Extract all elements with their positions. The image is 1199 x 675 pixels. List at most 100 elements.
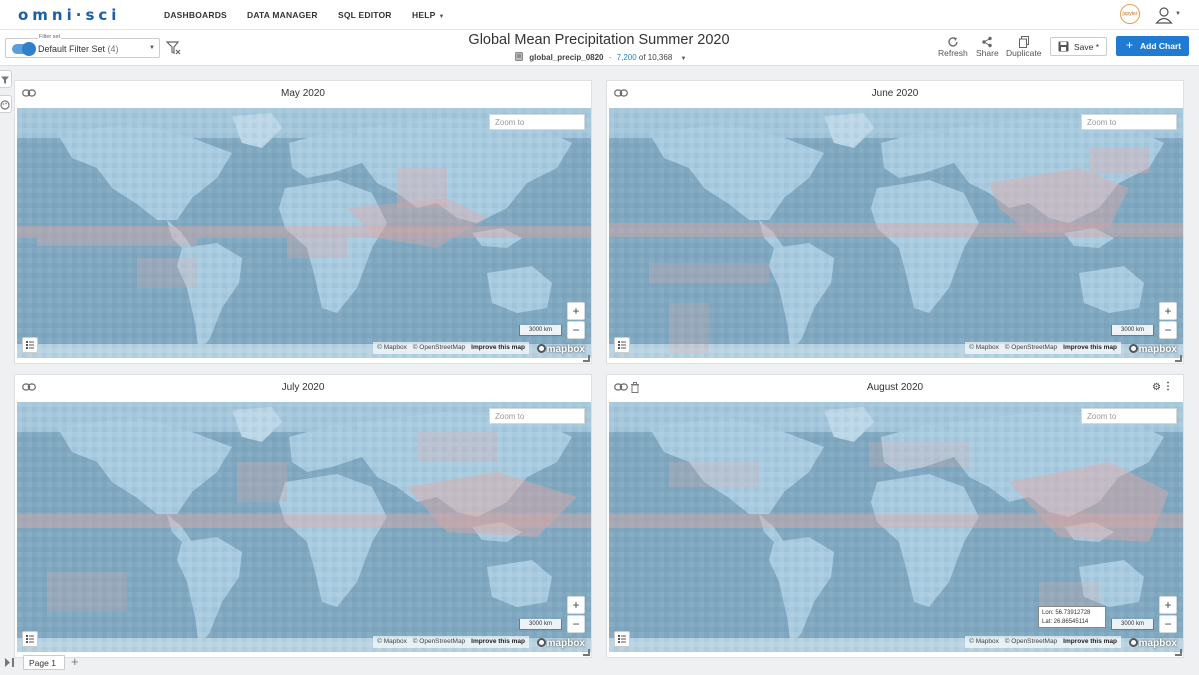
attr-osm[interactable]: © OpenStreetMap <box>1004 344 1058 351</box>
zoom-in-button[interactable]: + <box>567 302 585 320</box>
attr-osm[interactable]: © OpenStreetMap <box>1004 638 1058 645</box>
nav-help[interactable]: HELP ▼ <box>412 10 445 20</box>
filter-icon <box>1 76 9 84</box>
resize-handle[interactable] <box>1175 649 1182 656</box>
chart-tile-august[interactable]: August 2020 ⚙ ⋮ Zoom to + − Lon: 56.7391… <box>606 374 1184 658</box>
user-icon[interactable] <box>1155 6 1173 24</box>
pointmap-chart[interactable]: Zoom to + − Lon: 56.73912728 Lat: 26.865… <box>609 402 1183 652</box>
zoom-out-button[interactable]: − <box>1159 615 1177 633</box>
chart-title[interactable]: June 2020 <box>871 88 919 99</box>
data-source-name[interactable]: global_precip_0820 <box>529 53 604 62</box>
page-tabs-bar: Page 1 + <box>0 653 1199 675</box>
world-map <box>17 402 591 652</box>
database-icon <box>515 52 523 61</box>
legend-toggle-button[interactable] <box>22 631 38 647</box>
chart-tile-may[interactable]: May 2020 Zoom to + − 3000 km © Mapbox © … <box>14 80 592 364</box>
dashboard-title[interactable]: Global Mean Precipitation Summer 2020 <box>468 32 730 48</box>
zoom-in-button[interactable]: + <box>567 596 585 614</box>
world-map <box>17 108 591 358</box>
legend-icon <box>618 341 626 349</box>
link-icon[interactable] <box>22 382 36 392</box>
chart-tile-july[interactable]: July 2020 Zoom to + − 3000 km © Mapbox ©… <box>14 374 592 658</box>
chevron-down-icon[interactable]: ▼ <box>680 56 687 62</box>
world-map <box>609 108 1183 358</box>
attr-mapbox[interactable]: © Mapbox <box>969 638 999 645</box>
zoom-in-button[interactable]: + <box>1159 596 1177 614</box>
gear-icon[interactable]: ⚙ <box>1152 382 1161 393</box>
attr-osm[interactable]: © OpenStreetMap <box>412 344 466 351</box>
separator: · <box>608 53 612 62</box>
pointmap-chart[interactable]: Zoom to + − 3000 km © Mapbox © OpenStree… <box>609 108 1183 358</box>
mapbox-logo-text: mapbox <box>1138 344 1177 355</box>
link-icon[interactable] <box>614 382 628 392</box>
add-chart-label: Add Chart <box>1140 41 1182 51</box>
row-total: of 10,368 <box>638 53 673 62</box>
app-logo[interactable]: omni·sci <box>18 6 121 24</box>
zoom-out-button[interactable]: − <box>1159 321 1177 339</box>
pointmap-chart[interactable]: Zoom to + − 3000 km © Mapbox © OpenStree… <box>17 108 591 358</box>
mapbox-logo[interactable]: mapbox <box>536 344 585 355</box>
link-icon[interactable] <box>614 88 628 98</box>
cursor-lat: Lat: 26.86545114 <box>1042 619 1089 625</box>
user-menu-chevron-icon[interactable]: ▼ <box>1175 11 1181 17</box>
zoom-to-input[interactable]: Zoom to <box>1081 114 1177 130</box>
filter-set-select[interactable]: Default Filter Set (4) ▼ <box>5 38 160 58</box>
save-button[interactable]: Save * <box>1050 37 1107 56</box>
attr-mapbox[interactable]: © Mapbox <box>377 638 407 645</box>
mapbox-logo[interactable]: mapbox <box>536 638 585 649</box>
attr-osm[interactable]: © OpenStreetMap <box>412 638 466 645</box>
chart-title[interactable]: May 2020 <box>281 88 325 99</box>
mapbox-logo-icon <box>536 344 546 353</box>
legend-toggle-button[interactable] <box>614 337 630 353</box>
filter-panel-toggle[interactable] <box>0 70 12 88</box>
kebab-icon[interactable]: ⋮ <box>1163 381 1173 392</box>
legend-toggle-button[interactable] <box>614 631 630 647</box>
trash-icon[interactable] <box>630 382 640 393</box>
zoom-out-button[interactable]: − <box>567 321 585 339</box>
improve-map-link[interactable]: Improve this map <box>471 638 525 645</box>
mapbox-logo[interactable]: mapbox <box>1128 638 1177 649</box>
zoom-to-input[interactable]: Zoom to <box>1081 408 1177 424</box>
filter-clear-icon[interactable] <box>166 40 182 56</box>
link-icon[interactable] <box>22 88 36 98</box>
filter-set-toggle[interactable] <box>12 42 36 56</box>
add-page-icon[interactable]: + <box>71 654 79 669</box>
zoom-out-button[interactable]: − <box>567 615 585 633</box>
resize-handle[interactable] <box>583 649 590 656</box>
add-chart-button[interactable]: + Add Chart <box>1116 36 1189 56</box>
chart-title[interactable]: August 2020 <box>866 382 924 393</box>
map-scale: 3000 km <box>519 325 562 336</box>
attr-mapbox[interactable]: © Mapbox <box>377 344 407 351</box>
zoom-to-input[interactable]: Zoom to <box>489 114 585 130</box>
nav-data-manager[interactable]: DATA MANAGER <box>247 10 318 20</box>
zoom-to-input[interactable]: Zoom to <box>489 408 585 424</box>
attr-mapbox[interactable]: © Mapbox <box>969 344 999 351</box>
improve-map-link[interactable]: Improve this map <box>1063 344 1117 351</box>
chart-title[interactable]: July 2020 <box>281 382 325 393</box>
data-source-summary: global_precip_0820 · 7,200 of 10,368 ▼ <box>515 52 686 62</box>
map-attribution: © Mapbox © OpenStreetMap Improve this map <box>965 636 1121 648</box>
refresh-button[interactable]: Refresh <box>938 36 968 58</box>
page-tab[interactable]: Page 1 <box>23 655 65 670</box>
resize-handle[interactable] <box>583 355 590 362</box>
zoom-in-button[interactable]: + <box>1159 302 1177 320</box>
jupyter-badge[interactable]: jupyter <box>1120 4 1140 24</box>
resize-handle[interactable] <box>1175 355 1182 362</box>
legend-icon <box>618 635 626 643</box>
mapbox-logo[interactable]: mapbox <box>1128 344 1177 355</box>
share-button[interactable]: Share <box>976 36 999 58</box>
improve-map-link[interactable]: Improve this map <box>471 344 525 351</box>
theme-panel-toggle[interactable] <box>0 95 12 113</box>
improve-map-link[interactable]: Improve this map <box>1063 638 1117 645</box>
plus-icon: + <box>1126 38 1134 52</box>
world-map <box>609 402 1183 652</box>
map-attribution: © Mapbox © OpenStreetMap Improve this map <box>965 342 1121 354</box>
nav-dashboards[interactable]: DASHBOARDS <box>164 10 227 20</box>
refresh-icon <box>948 37 958 47</box>
chart-tile-june[interactable]: June 2020 Zoom to + − 3000 km © Mapbox ©… <box>606 80 1184 364</box>
pointmap-chart[interactable]: Zoom to + − 3000 km © Mapbox © OpenStree… <box>17 402 591 652</box>
legend-toggle-button[interactable] <box>22 337 38 353</box>
duplicate-button[interactable]: Duplicate <box>1006 36 1041 58</box>
nav-sql-editor[interactable]: SQL EDITOR <box>338 10 392 20</box>
collapse-tabs-icon[interactable] <box>4 657 16 668</box>
